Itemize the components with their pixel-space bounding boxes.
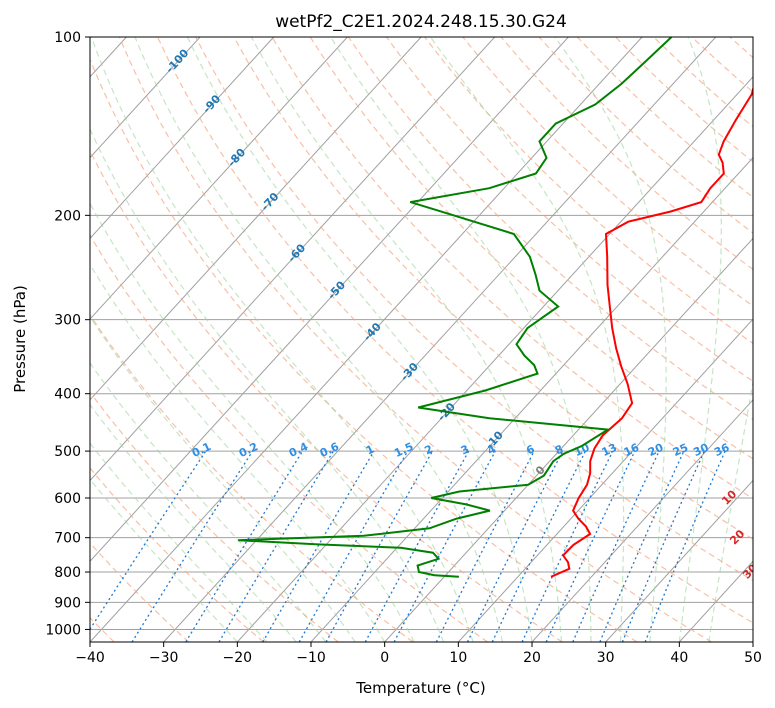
dry-adiabat-line [271,37,753,500]
y-tick-label: 200 [54,208,81,224]
dry-adiabat-line [118,37,713,642]
mixing-ratio-label: 20 [646,441,666,459]
x-tick-label: 20 [523,650,541,666]
x-tick-label: 40 [670,650,688,666]
moist-adiabat-line [250,37,563,642]
moist-adiabat-line [186,37,533,642]
moist-adiabat-line [90,202,415,642]
mixing-ratio-label: 16 [622,441,642,459]
mixing-ratio-line [435,450,535,642]
isotherm-line [236,76,753,642]
mixing-ratio-label: 10 [572,441,592,459]
mixing-ratio-line [644,450,726,642]
isotherm-line [90,37,201,159]
mixing-ratio-line [545,450,636,642]
y-tick-label: 400 [54,387,81,403]
mixing-ratio-line [185,450,304,642]
axes: −40 −30 −20 −10 0 10 20 30 40 50 100 200 300 400 500 60… [45,30,762,666]
dewpoint-profile-line [238,37,673,578]
isotherm-line [605,479,753,642]
dry-adiabat-line [90,233,488,642]
mixing-ratio-line [599,450,685,642]
isotherm-line [531,399,753,642]
x-tick-label: 0 [380,650,389,666]
moist-adiabat-line [678,37,722,642]
mixing-ratio-label: 13 [600,441,619,459]
isotherm-line [384,237,753,642]
x-tick-label: −30 [149,650,179,666]
moist-adiabat-line [90,315,356,642]
mixing-ratio-label: 30 [691,441,711,459]
x-tick-label: −40 [75,650,105,666]
dry-adiabat-line [386,37,753,382]
mixing-ratio-line [218,450,334,642]
moist-adiabat-line [90,127,445,642]
moist-adiabat-line [430,37,625,642]
x-tick-label: 30 [597,650,615,666]
plot-frame [89,36,754,643]
x-tick-label: −10 [296,650,326,666]
mixing-ratio-label: 25 [671,441,690,459]
y-tick-label: 600 [54,491,81,507]
mixing-ratio-line [90,450,207,631]
x-tick-label: 50 [744,650,762,666]
dry-adiabat-line [309,37,753,460]
y-tick-label: 100 [54,30,81,46]
x-tick-label: −20 [223,650,253,666]
y-tick-label: 1000 [45,622,81,638]
mixing-ratio-label: 36 [712,441,732,459]
y-tick-label: 900 [54,595,81,611]
mixing-ratio-line [491,450,586,642]
chart-title: wetPf2_C2E1.2024.248.15.30.G24 [275,12,567,32]
mixing-ratio-line [572,450,660,642]
profile-series [238,37,753,578]
dry-adiabat-line [90,466,264,642]
dry-adiabat-line [90,149,563,642]
mixing-ratio-line [262,450,375,642]
mixing-ratio-line [621,450,705,642]
moist-adiabat-line [554,37,667,642]
mixing-ratio-line [298,450,409,642]
moist-adiabat-line [708,378,753,642]
moist-adiabat-line [330,37,592,642]
isotherm-line [90,37,348,320]
moist-adiabat-line [90,361,327,642]
moist-adiabat-line [134,37,504,642]
mixing-ratio-line [521,450,614,642]
moist-adiabat-line [90,37,474,642]
dry-adiabat-line [90,57,638,642]
mixing-ratio-line [325,450,434,642]
background-lines [90,37,753,642]
mixing-ratio-line [364,450,470,642]
y-axis-label: Pressure (hPa) [11,285,29,393]
isotherm-line [90,37,422,401]
y-tick-label: 500 [54,444,81,460]
moist-adiabat-line [90,403,297,642]
isotherm-line [90,37,496,482]
y-tick-label: 300 [54,313,81,329]
dry-adiabat-line [195,37,753,582]
isotherm-line [90,37,569,563]
temperature-profile-line [550,85,753,578]
x-axis-label: Temperature (°C) [355,679,485,697]
dry-adiabat-line [233,37,753,540]
y-tick-label: 800 [54,565,81,581]
isotherm-line [90,37,275,240]
dry-adiabat-line [90,541,190,642]
y-tick-label: 700 [54,531,81,547]
dry-adiabat-line [157,37,753,624]
isotherm-line [90,37,643,642]
dry-adiabat-line [347,37,753,421]
mixing-ratio-line [466,450,564,642]
mixing-ratio-line [393,450,496,642]
moist-adiabat-line [90,263,386,642]
x-tick-label: 10 [449,650,467,666]
